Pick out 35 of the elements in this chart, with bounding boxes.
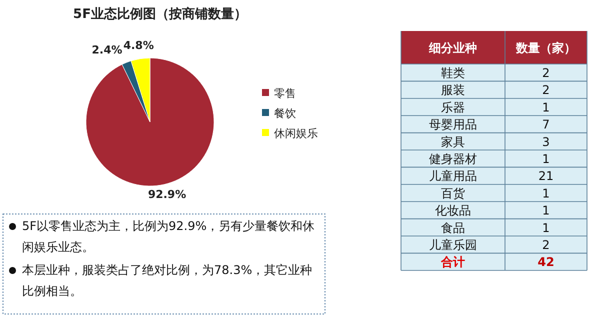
data-label: 92.9% (148, 188, 186, 202)
category-label: 百货 (441, 186, 465, 200)
data-label: 2 (542, 66, 550, 80)
data-label: 4.8% (123, 38, 154, 52)
data-label: 3 (542, 134, 550, 149)
data-label: 2.4% (92, 43, 122, 56)
category-label: 服装 (441, 83, 465, 98)
category-label: 儿童用品 (429, 169, 477, 184)
category-label: 化妆品 (435, 204, 471, 218)
data-label: 7 (542, 118, 550, 132)
legend-label: 休闲娱乐 (274, 127, 318, 140)
category-label: 家具 (441, 134, 465, 149)
data-label: 1 (542, 186, 550, 200)
data-label: 1 (542, 100, 550, 114)
data-label: 21 (538, 169, 554, 184)
legend-label: 餐饮 (274, 107, 296, 120)
category-label: 鞋类 (441, 66, 465, 80)
category-label: 食品 (441, 220, 465, 235)
data-label: 2 (542, 83, 550, 98)
text: 42 (538, 255, 554, 270)
text: 合计 (440, 255, 465, 270)
text: 数量（家） (515, 41, 576, 55)
data-label: 1 (542, 204, 550, 218)
text: 本层业种，服装类占了绝对比例，为78.3%，其它业种比例相当。 (21, 262, 314, 300)
category-label: 乐器 (441, 100, 465, 114)
category-label: 母婴用品 (429, 118, 477, 132)
legend-label: 零售 (274, 87, 296, 100)
data-label: 1 (542, 220, 550, 235)
chart-title: 5F业态比例图（按商铺数量） (73, 6, 247, 22)
category-label: 儿童乐园 (429, 238, 477, 252)
data-label: 2 (542, 238, 550, 252)
category-label: 健身器材 (429, 152, 477, 166)
data-label: 1 (542, 152, 550, 166)
text: 细分业种 (428, 41, 477, 55)
text: 5F以零售业态为主，比例为92.9%，另有少量餐饮和休闲娱乐业态。 (21, 218, 316, 256)
